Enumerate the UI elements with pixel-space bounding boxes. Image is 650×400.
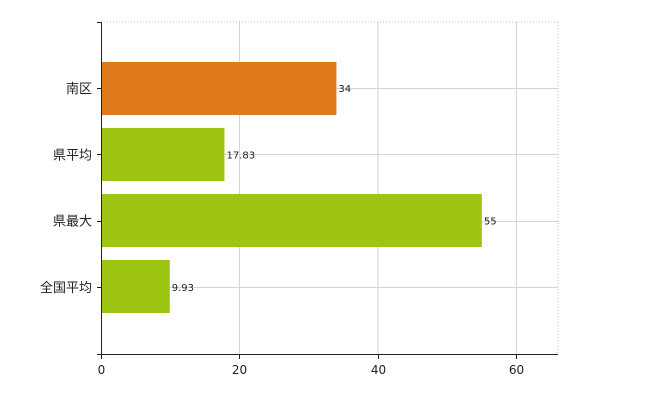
x-tick-label: 0 [98,363,106,377]
bar [101,62,337,115]
value-label: 9.93 [172,283,194,294]
bar [101,128,225,181]
bar [101,260,170,313]
category-label: 南区 [66,81,92,97]
axes [97,22,558,359]
x-tick-label: 20 [232,363,247,377]
value-label: 55 [484,217,497,228]
x-tick-label: 60 [509,363,524,377]
category-label: 県最大 [53,215,92,230]
value-label: 17.83 [226,150,255,161]
category-label: 全国平均 [40,280,92,296]
category-label: 県平均 [53,148,92,163]
value-label: 34 [338,84,351,95]
labels: 34 南区 17.83 県平均 55 県最大 9.93 全国平均 0 20 40 60 [40,81,524,377]
x-tick-label: 40 [371,363,386,377]
bar [101,194,482,247]
bars [101,62,482,313]
